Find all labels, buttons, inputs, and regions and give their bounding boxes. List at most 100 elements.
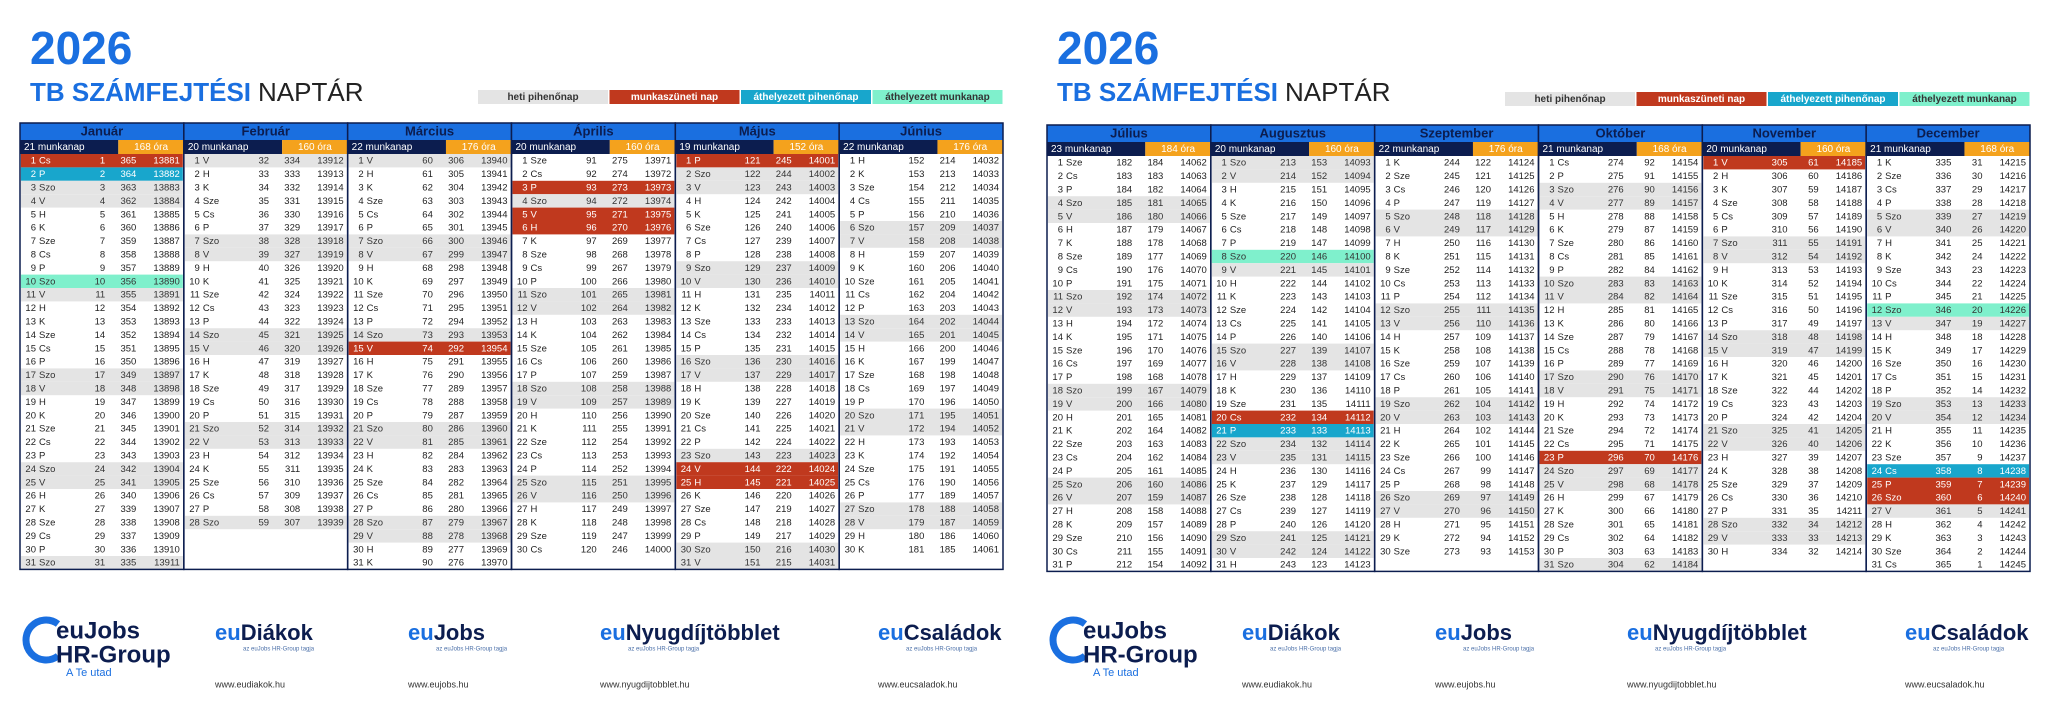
cell: 299 [1608, 493, 1624, 504]
cell: 213 [940, 169, 956, 180]
hours: 160 óra [626, 142, 660, 153]
cell: 40 [1808, 439, 1819, 450]
cell: 118 [1476, 211, 1491, 222]
cell: 1 [100, 156, 105, 167]
cell: 7 [100, 236, 105, 247]
cell: 296 [1608, 453, 1624, 464]
cell: 297 [1608, 466, 1624, 477]
cell: 83 [422, 464, 433, 475]
cell: Cs [531, 357, 543, 368]
cell: 20 [1216, 412, 1227, 423]
cell: 30 [1216, 546, 1227, 557]
cell: 8 [100, 250, 105, 261]
month-border [838, 122, 1004, 571]
cell: 13970 [481, 558, 507, 569]
cell: 301 [1608, 520, 1624, 531]
cell: 128 [1311, 493, 1327, 504]
cell: 2 [1877, 171, 1882, 182]
cell: 292 [1608, 399, 1624, 410]
cell: 14231 [2000, 372, 2026, 383]
cell: 14065 [1180, 198, 1206, 209]
cell: 118 [582, 518, 597, 529]
cell: Cs [1230, 506, 1242, 517]
hours-cell [1472, 142, 1539, 156]
cell: 278 [448, 531, 464, 542]
cell: 340 [120, 491, 136, 502]
cell: V [39, 196, 46, 207]
row-bg [1867, 209, 2029, 223]
cell: 5 [31, 209, 36, 220]
cell: 263 [1444, 412, 1460, 423]
cell: Cs [1558, 345, 1570, 356]
brand-icon [22, 616, 61, 664]
cell: 206 [1116, 479, 1132, 490]
workdays-cell [1210, 142, 1310, 156]
cell: K [694, 491, 701, 502]
cell: P [1066, 372, 1072, 383]
cell: 329 [284, 223, 300, 234]
cell: 14195 [1836, 292, 1862, 303]
cell: 13884 [153, 196, 179, 207]
cell: 345 [1936, 292, 1952, 303]
cell: 166 [1147, 399, 1163, 410]
cell: 14227 [2000, 319, 2026, 330]
cell: Sze [367, 290, 383, 301]
cell: 180 [1147, 211, 1163, 222]
cell: H [1721, 359, 1728, 370]
logo-prefix: eu [878, 620, 904, 645]
month-name: Szeptember [1420, 125, 1494, 140]
cell: 13949 [481, 276, 507, 287]
cell: P [531, 370, 537, 381]
logo-prefix: eu [1435, 620, 1461, 645]
cell: V [1885, 412, 1892, 423]
cell: K [1885, 158, 1892, 169]
cell: 30 [1544, 546, 1555, 557]
cell: 61 [1808, 158, 1819, 169]
cell: 123 [1311, 560, 1327, 571]
cell: Sze [367, 477, 383, 488]
cell: 285 [448, 437, 464, 448]
cell: 255 [612, 424, 628, 435]
cell: 126 [745, 223, 761, 234]
cell: 26 [1708, 493, 1719, 504]
cell: 140 [1311, 332, 1327, 343]
cell: Cs [1558, 158, 1570, 169]
cell: 185 [1116, 198, 1132, 209]
cell: 14112 [1345, 412, 1371, 423]
logo-url: www.eujobs.hu [1434, 679, 1496, 689]
cell: 14003 [809, 183, 835, 194]
cell: 11 [1545, 292, 1555, 303]
cell: 4 [850, 196, 855, 207]
cell: 13965 [481, 491, 507, 502]
cell: 4 [31, 196, 36, 207]
cell: 20 [95, 410, 106, 421]
cell: P [1885, 292, 1891, 303]
cell: 3 [686, 183, 691, 194]
cell: 19 [1380, 399, 1391, 410]
cell: 8 [1713, 252, 1718, 263]
cell: 326 [1772, 439, 1788, 450]
cell: H [1721, 546, 1728, 557]
cell: 42 [1808, 412, 1819, 423]
cell: 4 [1977, 520, 1982, 531]
cell: 8 [686, 250, 691, 261]
cell: 14119 [1345, 506, 1371, 517]
cell: 80 [1644, 319, 1655, 330]
cell: 14194 [1836, 278, 1862, 289]
cell: 208 [1116, 506, 1132, 517]
cell: 173 [1147, 305, 1163, 316]
row-bg [348, 529, 511, 543]
cell: 14100 [1344, 252, 1370, 263]
cell: 265 [1444, 439, 1460, 450]
cell: 14128 [1508, 211, 1534, 222]
cell: 2 [1385, 171, 1390, 182]
cell: 253 [1444, 278, 1460, 289]
cell: 145 [745, 477, 761, 488]
cell: H [39, 491, 46, 502]
cell: 150 [745, 544, 761, 555]
cell: 14067 [1180, 225, 1206, 236]
cell: 27 [25, 504, 36, 515]
cell: 115 [1476, 252, 1491, 263]
cell: 13899 [153, 397, 179, 408]
cell: 20 [189, 410, 200, 421]
